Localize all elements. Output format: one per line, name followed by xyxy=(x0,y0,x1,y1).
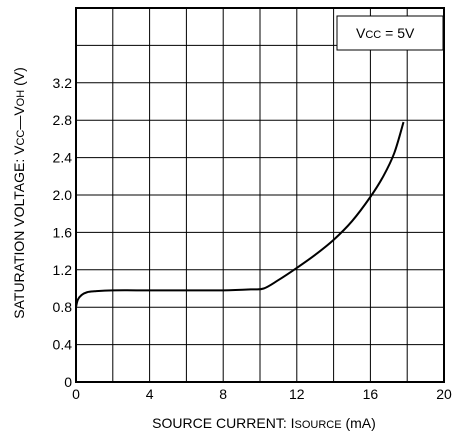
x-tick-label: 12 xyxy=(289,386,305,402)
y-tick-label: 2.8 xyxy=(53,112,73,128)
x-tick-label: 20 xyxy=(436,386,452,402)
x-tick-label: 0 xyxy=(72,386,80,402)
y-axis-title: SATURATION VOLTAGE: VCC—VOH (V) xyxy=(11,67,27,319)
y-tick-label: 2.4 xyxy=(53,150,73,166)
tick-labels: 0 4 8 12 16 20 0 0.4 0.8 1.2 1.6 2.0 2.4 2.8 3.2 xyxy=(53,75,452,402)
grid xyxy=(76,8,444,382)
y-tick-label: 2.0 xyxy=(53,187,73,203)
saturation-voltage-curve xyxy=(75,121,405,308)
annotation-vcc: VCC = 5V xyxy=(356,25,415,41)
x-axis-title: SOURCE CURRENT: ISOURCE (mA) xyxy=(152,415,376,431)
series-line xyxy=(75,121,405,308)
y-tick-label: 1.6 xyxy=(53,224,73,240)
plot-frame xyxy=(75,7,445,383)
annotation-box xyxy=(336,15,444,51)
y-tick-label: 0.8 xyxy=(53,299,73,315)
y-tick-label: 0 xyxy=(64,374,72,390)
x-tick-label: 4 xyxy=(146,386,154,402)
y-tick-label: 1.2 xyxy=(53,262,73,278)
x-tick-label: 16 xyxy=(363,386,379,402)
y-tick-label: 0.4 xyxy=(53,337,73,353)
x-tick-label: 8 xyxy=(219,386,227,402)
y-tick-label: 3.2 xyxy=(53,75,73,91)
